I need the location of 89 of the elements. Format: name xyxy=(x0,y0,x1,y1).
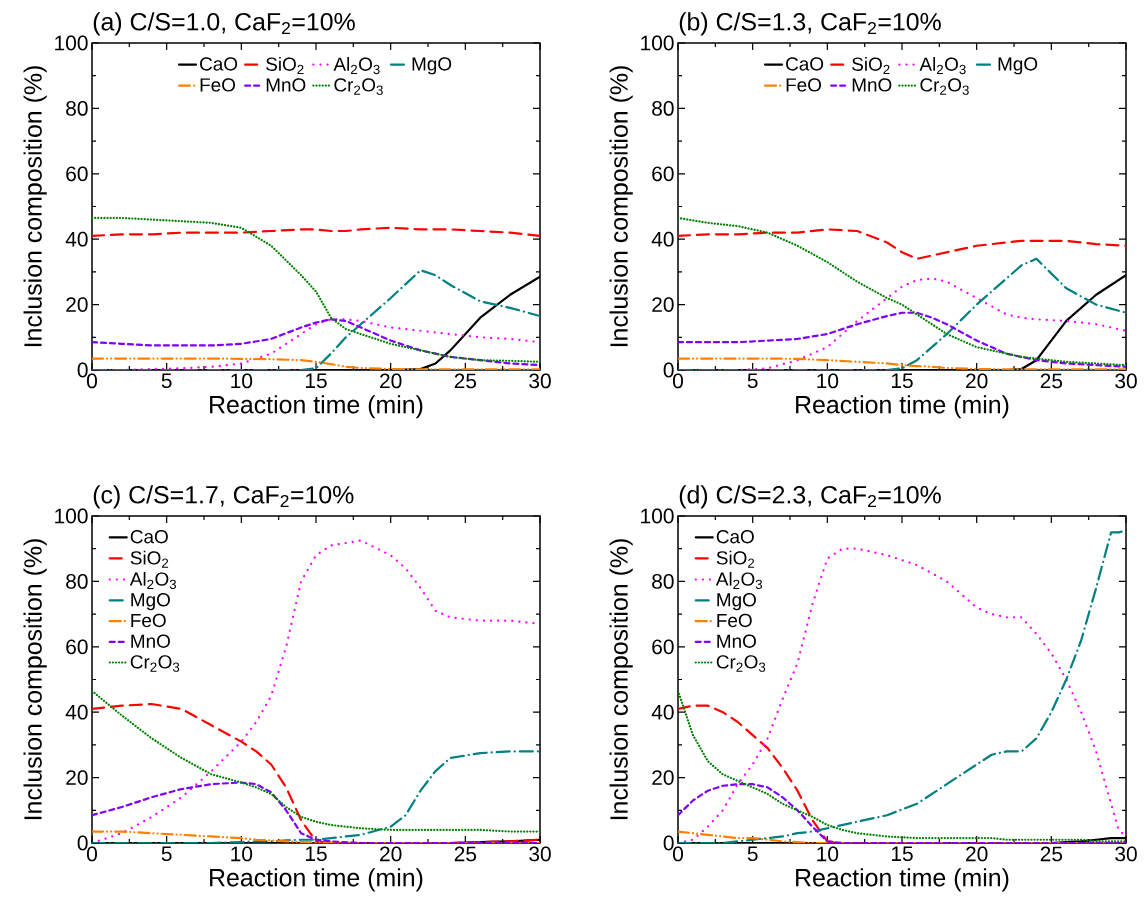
x-tick-label: 10 xyxy=(817,846,839,862)
x-tick-label: 20 xyxy=(966,373,988,389)
y-tick-label: 60 xyxy=(652,639,674,655)
legend-label: FeO xyxy=(200,78,236,92)
y-tick-label: 60 xyxy=(66,166,88,182)
x-tick-label: 30 xyxy=(1115,373,1137,389)
y-tick-label: 80 xyxy=(652,100,674,116)
x-tick-label: 25 xyxy=(1040,846,1063,862)
legend-label: MgO xyxy=(717,593,756,611)
chart-title: (d) C/S=2.3, CaF$_{2}$=10% xyxy=(679,485,941,509)
chart-title: (b) C/S=1.3, CaF$_{2}$=10% xyxy=(679,12,941,36)
x-axis-title: Reaction time (min) xyxy=(796,395,1009,419)
x-tick-label: 5 xyxy=(747,846,758,862)
legend-label: CaO xyxy=(130,529,168,544)
chart-title: (a) C/S=1.0, CaF$_{2}$=10% xyxy=(93,12,355,36)
legend-label: Al$_{2}$O$_{3}$ xyxy=(333,56,380,75)
legend-label: MgO xyxy=(131,593,170,611)
x-tick-label: 15 xyxy=(305,846,327,862)
y-tick-label: 20 xyxy=(66,297,88,312)
legend-label: SiO$_{2}$ xyxy=(716,550,755,568)
y-tick-label: 80 xyxy=(66,573,88,589)
y-tick-label: 20 xyxy=(66,770,88,785)
y-tick-label: 60 xyxy=(652,166,674,182)
legend-label: MnO xyxy=(266,78,306,92)
x-tick-label: 20 xyxy=(966,846,988,862)
x-axis-title: Reaction time (min) xyxy=(210,868,423,892)
x-tick-label: 10 xyxy=(231,373,253,389)
y-tick-label: 60 xyxy=(66,639,88,655)
x-tick-label: 20 xyxy=(380,373,402,389)
legend-label: MgO xyxy=(412,57,452,75)
legend-label: Cr$_{2}$O$_{3}$ xyxy=(920,78,969,95)
x-tick-label: 30 xyxy=(1115,846,1137,862)
y-tick-label: 20 xyxy=(652,297,674,312)
y-tick-label: 0 xyxy=(77,835,88,851)
x-tick-label: 15 xyxy=(891,373,913,389)
y-axis-title: Inclusion composition (%) xyxy=(23,66,47,347)
legend-label: Al$_{2}$O$_{3}$ xyxy=(919,56,966,75)
x-tick-label: 30 xyxy=(529,846,551,862)
legend-label: Al$_{2}$O$_{3}$ xyxy=(715,571,763,590)
y-tick-label: 40 xyxy=(651,704,674,720)
x-tick-label: 20 xyxy=(380,846,402,862)
x-tick-label: 5 xyxy=(161,373,172,389)
y-axis-title: Inclusion composition (%) xyxy=(609,539,633,820)
y-axis-title: Inclusion composition (%) xyxy=(609,66,633,347)
y-axis-title: Inclusion composition (%) xyxy=(23,539,47,820)
y-tick-label: 100 xyxy=(641,35,674,51)
x-axis-title: Reaction time (min) xyxy=(210,395,423,419)
legend-label: MnO xyxy=(852,78,892,92)
x-tick-label: 5 xyxy=(161,846,172,862)
y-tick-label: 0 xyxy=(663,835,674,851)
legend-label: MnO xyxy=(717,634,756,648)
legend-label: Al$_{2}$O$_{3}$ xyxy=(129,571,177,590)
legend-label: FeO xyxy=(131,613,166,628)
y-tick-label: 80 xyxy=(652,573,674,589)
y-tick-label: 100 xyxy=(55,508,88,524)
x-tick-label: 30 xyxy=(529,373,551,389)
x-tick-label: 5 xyxy=(747,373,758,389)
y-tick-label: 40 xyxy=(651,231,674,247)
x-tick-label: 15 xyxy=(891,846,913,862)
y-tick-label: 0 xyxy=(77,362,88,378)
x-tick-label: 25 xyxy=(1040,373,1063,389)
y-tick-label: 80 xyxy=(66,100,88,116)
legend-label: CaO xyxy=(716,529,754,544)
line-series xyxy=(92,216,540,363)
legend-label: CaO xyxy=(200,57,238,71)
y-tick-label: 40 xyxy=(65,704,88,720)
x-axis-title: Reaction time (min) xyxy=(796,868,1009,892)
legend-label: FeO xyxy=(717,613,752,628)
legend-label: MnO xyxy=(131,634,170,648)
y-tick-label: 100 xyxy=(641,508,674,524)
legend-label: Cr$_{2}$O$_{3}$ xyxy=(130,655,180,672)
legend-label: Cr$_{2}$O$_{3}$ xyxy=(716,655,766,672)
y-tick-label: 100 xyxy=(55,35,88,51)
chart-title: (c) C/S=1.7, CaF$_{2}$=10% xyxy=(93,485,354,509)
x-tick-label: 25 xyxy=(454,846,477,862)
x-tick-label: 25 xyxy=(454,373,477,389)
legend-label: SiO$_{2}$ xyxy=(852,56,890,75)
y-tick-label: 40 xyxy=(65,231,88,247)
legend-label: SiO$_{2}$ xyxy=(266,56,304,75)
x-tick-label: 10 xyxy=(817,373,839,389)
x-tick-label: 15 xyxy=(305,373,327,389)
legend-label: FeO xyxy=(786,78,822,92)
legend-label: SiO$_{2}$ xyxy=(130,550,169,568)
legend-label: MgO xyxy=(998,57,1038,75)
x-tick-label: 10 xyxy=(231,846,253,862)
y-tick-label: 0 xyxy=(663,362,674,378)
legend-label: Cr$_{2}$O$_{3}$ xyxy=(334,78,383,95)
legend-label: CaO xyxy=(786,57,824,71)
y-tick-label: 20 xyxy=(652,770,674,785)
